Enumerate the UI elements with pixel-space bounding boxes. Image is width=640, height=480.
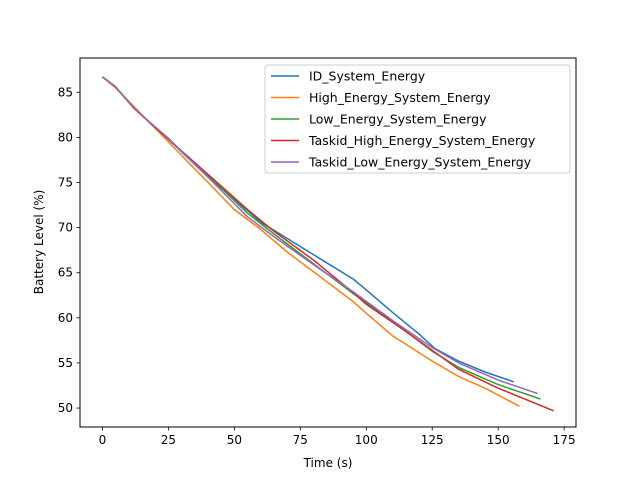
- legend-box: [264, 64, 571, 174]
- series-layer: [101, 76, 554, 412]
- y-tick-label: 75: [58, 176, 73, 190]
- legend-label-0: ID_System_Energy: [309, 69, 426, 84]
- x-axis-label: Time (s): [303, 456, 353, 470]
- x-tick-label: 175: [553, 433, 576, 447]
- y-tick-label: 80: [58, 130, 73, 144]
- legend-label-3: Taskid_High_Energy_System_Energy: [308, 133, 536, 148]
- y-tick-label: 50: [58, 401, 73, 415]
- x-tick-label: 50: [227, 433, 242, 447]
- x-tick-label: 0: [99, 433, 107, 447]
- x-tick-label: 75: [293, 433, 308, 447]
- y-tick-label: 55: [58, 356, 73, 370]
- x-axis-ticks: 0 25 50 75 100 125 150 175: [99, 427, 576, 447]
- x-tick-label: 125: [421, 433, 444, 447]
- legend-label-4: Taskid_Low_Energy_System_Energy: [308, 155, 532, 170]
- y-axis-label: Battery Level (%): [32, 190, 46, 294]
- y-tick-label: 85: [58, 85, 73, 99]
- x-tick-label: 150: [487, 433, 510, 447]
- y-axis-ticks: 50 55 60 65 70 75 80 85: [58, 85, 80, 415]
- legend-label-1: High_Energy_System_Energy: [309, 90, 491, 105]
- y-tick-label: 65: [58, 266, 73, 280]
- y-tick-label: 60: [58, 311, 73, 325]
- x-tick-label: 100: [355, 433, 378, 447]
- legend: ID_System_Energy High_Energy_System_Energ…: [264, 64, 571, 174]
- legend-label-2: Low_Energy_System_Energy: [309, 112, 487, 127]
- y-tick-label: 70: [58, 221, 73, 235]
- plot-frame: [79, 57, 577, 428]
- series-line-4: [101, 76, 538, 395]
- x-tick-label: 25: [161, 433, 176, 447]
- axes-layer: [79, 57, 577, 428]
